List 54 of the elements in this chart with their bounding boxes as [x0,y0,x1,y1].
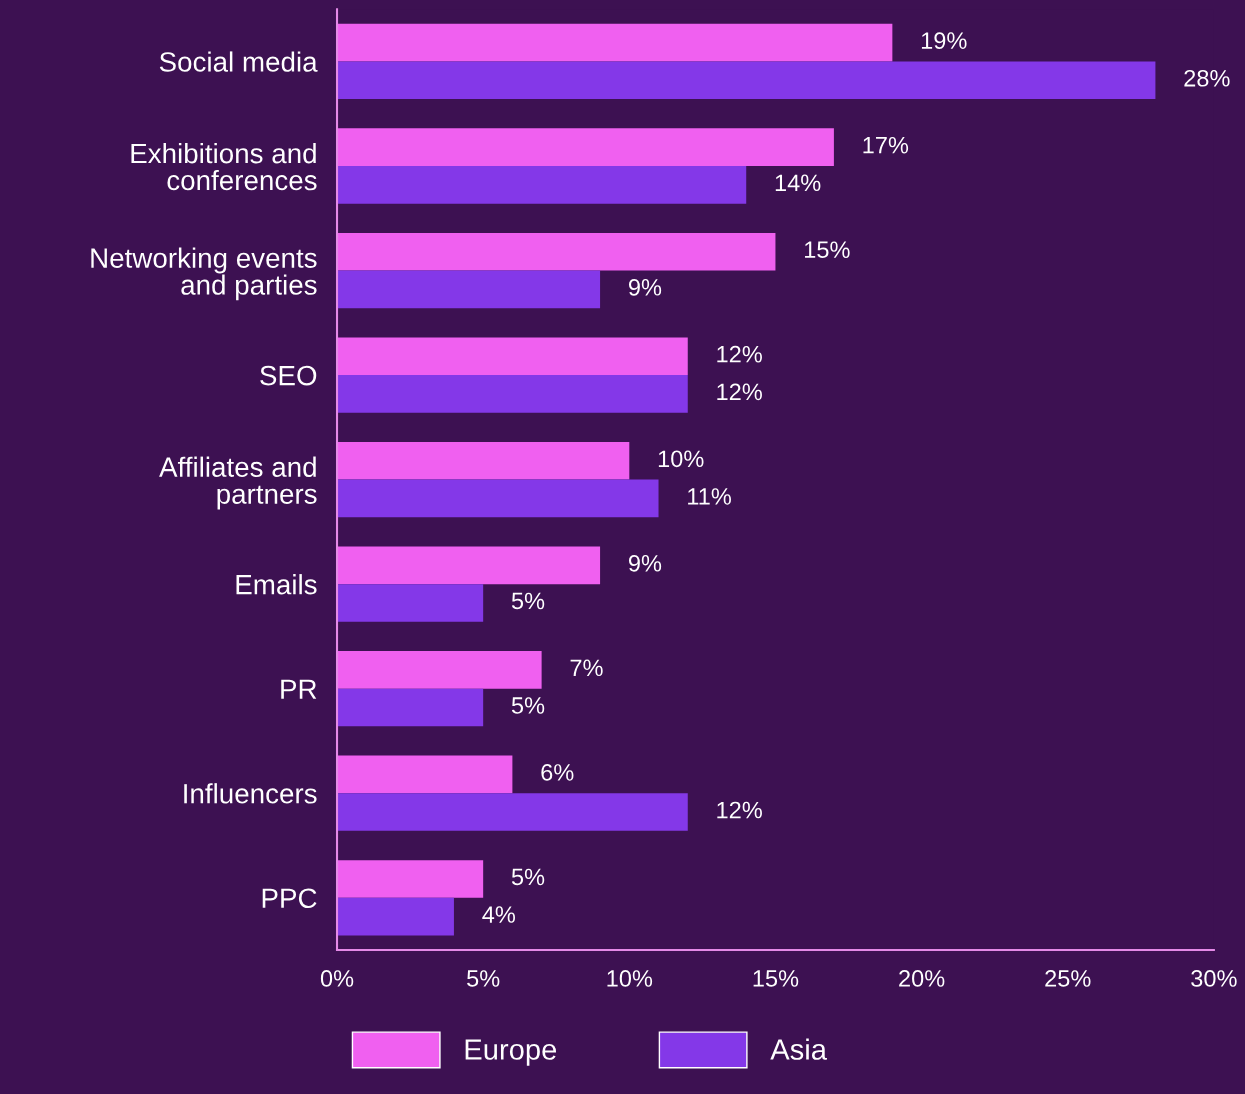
data-label: 12% [717,801,762,819]
bar [337,23,893,62]
data-label: 5% [511,592,545,610]
data-label: 11% [688,488,731,505]
data-label: 12% [717,345,762,363]
data-label: 28% [1184,69,1230,87]
bar [337,128,834,166]
bar [337,166,747,204]
data-label: 19% [921,32,967,49]
x-tick-label: 10% [607,970,653,987]
data-label: 7% [570,659,603,677]
bar [337,584,484,622]
y-tick-label: Exhibitions and conferences [131,142,317,191]
data-label: 5% [511,697,545,714]
data-label: 6% [541,764,574,781]
y-tick-label: Networking events and parties [91,247,317,301]
data-label: 17% [863,136,909,154]
bar [337,375,688,413]
y-tick-label: PR [281,679,317,699]
bar [337,270,601,309]
bar [337,337,688,376]
data-label: 10% [658,450,704,468]
bar [337,61,1156,100]
bar [337,793,688,831]
bar [337,755,513,794]
y-tick-label: Social media [159,51,318,72]
bar [337,441,630,480]
x-tick-label: 25% [1045,970,1091,987]
bar [337,232,776,271]
bar [337,546,601,585]
y-tick-label: Affiliates and partners [159,456,317,510]
data-label: 9% [628,278,662,296]
y-tick-label: SEO [260,365,317,386]
x-tick-label: 15% [753,970,799,987]
y-tick-label: Emails [236,574,317,595]
x-tick-label: 30% [1191,970,1237,987]
data-label: 15% [805,241,850,259]
bar [337,651,542,689]
bar [337,860,484,898]
data-label: 5% [511,868,545,886]
data-label: 12% [717,383,762,401]
bar [337,479,659,518]
y-tick-label: PPC [262,888,317,909]
bar [337,897,454,936]
x-tick-label: 20% [899,970,945,987]
data-label: 14% [775,174,821,192]
y-tick-label: Influencers [184,783,317,804]
data-label: 4% [482,906,515,923]
x-tick-label: 5% [467,970,500,987]
data-label: 9% [628,554,662,572]
x-tick-label: 0% [320,970,354,987]
legend-label: Europe [465,1039,557,1066]
bar [337,688,484,727]
legend-label: Asia [770,1038,827,1060]
